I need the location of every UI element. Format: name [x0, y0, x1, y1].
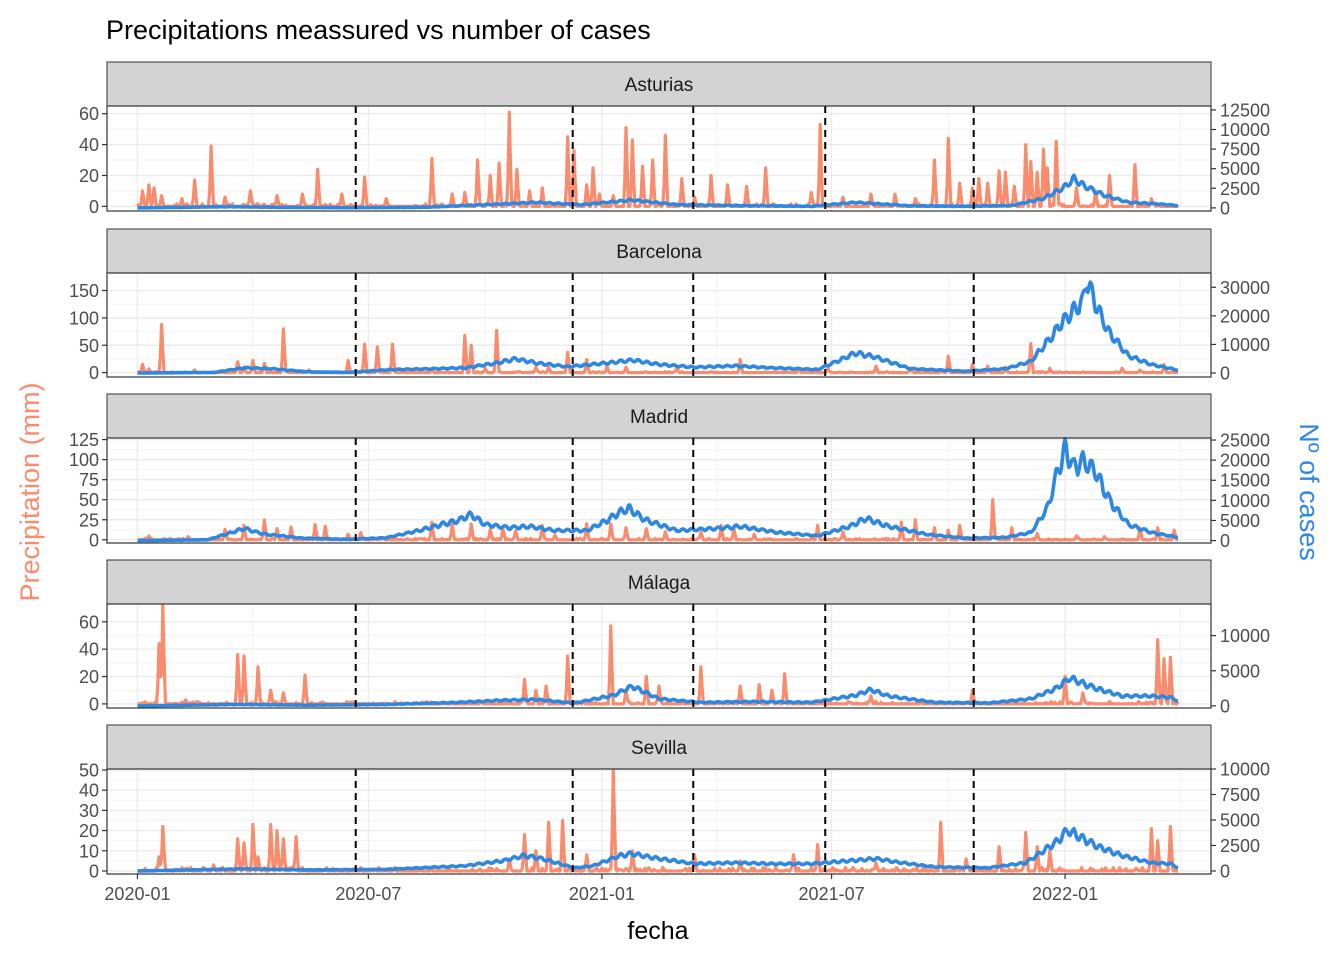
- y-left-tick-label: 0: [89, 861, 99, 881]
- y-left-tick-label: 20: [79, 821, 99, 841]
- facet-strip-label: Sevilla: [631, 738, 687, 759]
- y-left-tick-label: 50: [79, 336, 99, 356]
- y-left-tick-label: 10: [79, 841, 99, 861]
- facet-strip-label: Asturias: [625, 75, 694, 96]
- y-left-tick-label: 150: [69, 281, 99, 301]
- panel-border: [106, 105, 1212, 212]
- panel-sevilla: Sevilla010203040500250050007500100002020…: [79, 724, 1270, 904]
- y-left-tick-label: 60: [79, 104, 99, 124]
- y-right-tick-label: 0: [1220, 364, 1230, 384]
- y-left-tick-label: 75: [79, 470, 99, 490]
- y-right-tick-label: 7500: [1220, 140, 1260, 160]
- panel-barcelona: Barcelona 0 50 100 150 0 10000 20000 30000: [69, 228, 1270, 384]
- y-right-tick-label: 7500: [1220, 785, 1260, 805]
- y-right-tick-label: 0: [1220, 531, 1230, 551]
- y-right-tick-label: 0: [1220, 861, 1230, 881]
- y-left-tick-label: 125: [69, 430, 99, 450]
- x-axis-label: fecha: [627, 917, 688, 945]
- y-right-tick-label: 5000: [1220, 159, 1260, 179]
- facet-strip: [106, 228, 1212, 274]
- panel-málaga: Málaga 0 20 40 60 0 5000 10000: [79, 559, 1270, 716]
- facet-strip-label: Barcelona: [616, 242, 702, 263]
- x-tick-label: 2020-01: [104, 884, 170, 904]
- facet-strip-label: Madrid: [630, 407, 688, 428]
- x-tick-label: 2020-07: [335, 884, 401, 904]
- y-left-tick-label: 20: [79, 166, 99, 186]
- y-left-tick-label: 40: [79, 135, 99, 155]
- y-left-tick-label: 40: [79, 781, 99, 801]
- y-left-tick-label: 50: [79, 761, 99, 781]
- y-left-tick-label: 100: [69, 450, 99, 470]
- panel-border: [106, 272, 1212, 378]
- facet-strip: [106, 724, 1212, 770]
- chart-title: Precipitations meassured vs number of ca…: [106, 15, 651, 45]
- x-tick-label: 2021-07: [799, 884, 865, 904]
- y-right-tick-label: 0: [1220, 198, 1230, 218]
- y-right-tick-label: 20000: [1220, 306, 1270, 326]
- panel-border: [106, 437, 1212, 544]
- cases-series-line: [136, 173, 1179, 210]
- y-right-tick-label: 15000: [1220, 471, 1270, 491]
- y-right-tick-label: 5000: [1220, 661, 1260, 681]
- y-right-tick-label: 0: [1220, 696, 1230, 716]
- facet-strip: [106, 559, 1212, 605]
- y-right-tick-label: 12500: [1220, 100, 1270, 120]
- y-left-tick-label: 50: [79, 490, 99, 510]
- y-axis-right-label: Nº of cases: [1294, 423, 1324, 560]
- cases-series-line: [136, 826, 1179, 873]
- y-left-tick-label: 100: [69, 308, 99, 328]
- y-right-tick-label: 10000: [1220, 760, 1270, 780]
- y-right-tick-label: 10000: [1220, 335, 1270, 355]
- y-right-tick-label: 5000: [1220, 810, 1260, 830]
- y-right-tick-label: 2500: [1220, 179, 1260, 199]
- facet-panels: Asturias020406002500500075001000012500Ba…: [69, 61, 1270, 904]
- x-tick-label: 2021-01: [569, 884, 635, 904]
- panel-madrid: Madrid0255075100125050001000015000200002…: [69, 393, 1270, 551]
- y-left-tick-label: 40: [79, 640, 99, 660]
- y-axis-left-label: Precipitation (mm): [15, 382, 45, 601]
- facet-strip: [106, 61, 1212, 107]
- y-left-tick-label: 25: [79, 510, 99, 530]
- y-left-tick-label: 60: [79, 612, 99, 632]
- cases-series-line: [136, 280, 1179, 375]
- y-right-tick-label: 30000: [1220, 278, 1270, 298]
- y-left-tick-label: 20: [79, 667, 99, 687]
- panel-border: [106, 603, 1212, 709]
- y-left-tick-label: 0: [89, 530, 99, 550]
- y-right-tick-label: 10000: [1220, 491, 1270, 511]
- y-right-tick-label: 10000: [1220, 120, 1270, 140]
- y-right-tick-label: 5000: [1220, 511, 1260, 531]
- y-left-tick-label: 0: [89, 363, 99, 383]
- cases-series-line: [136, 674, 1179, 708]
- y-left-tick-label: 30: [79, 801, 99, 821]
- y-right-tick-label: 2500: [1220, 836, 1260, 856]
- y-right-tick-label: 10000: [1220, 626, 1270, 646]
- y-left-tick-label: 0: [89, 197, 99, 217]
- x-tick-label: 2022-01: [1032, 884, 1098, 904]
- y-left-tick-label: 0: [89, 694, 99, 714]
- y-right-tick-label: 20000: [1220, 451, 1270, 471]
- facet-strip-label: Málaga: [628, 573, 691, 594]
- y-right-tick-label: 25000: [1220, 431, 1270, 451]
- panel-border: [106, 768, 1212, 875]
- cases-series-line: [136, 436, 1179, 543]
- panel-background: [107, 273, 1211, 377]
